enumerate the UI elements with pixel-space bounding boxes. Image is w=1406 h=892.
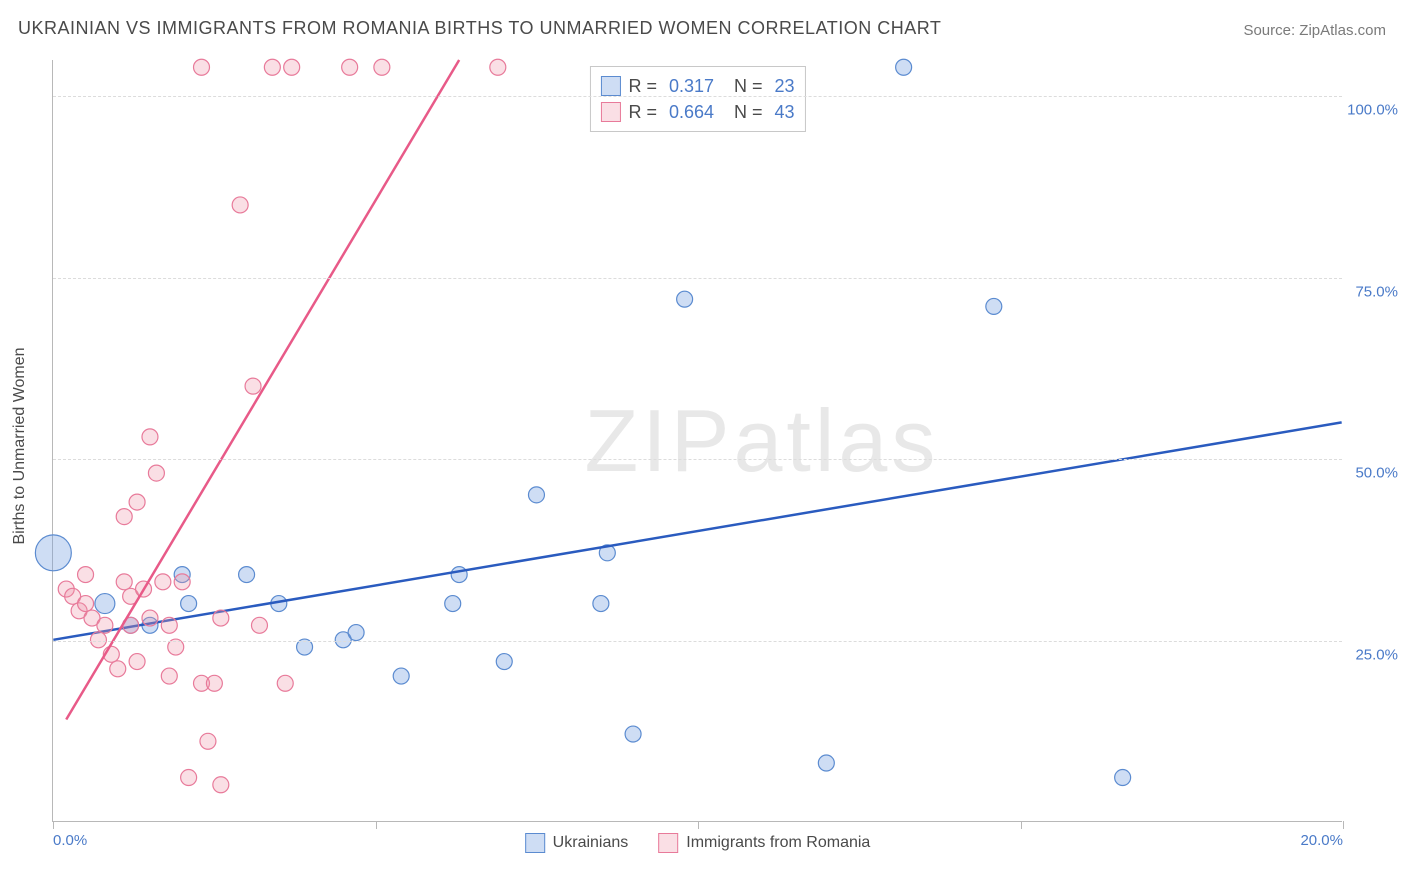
- stats-n-label-1: N =: [734, 99, 763, 125]
- chart-container: UKRAINIAN VS IMMIGRANTS FROM ROMANIA BIR…: [0, 0, 1406, 892]
- legend-item-1: Immigrants from Romania: [658, 833, 870, 853]
- stats-row-1: R = 0.664 N = 43: [600, 99, 794, 125]
- x-tick-label: 20.0%: [1300, 832, 1343, 849]
- scatter-point: [181, 596, 197, 612]
- scatter-point: [116, 509, 132, 525]
- scatter-point: [129, 654, 145, 670]
- y-tick-label: 50.0%: [1342, 465, 1398, 482]
- stats-swatch-0: [600, 76, 620, 96]
- scatter-point: [251, 617, 267, 633]
- scatter-point: [161, 617, 177, 633]
- scatter-point: [677, 291, 693, 307]
- legend-item-0: Ukrainians: [525, 833, 629, 853]
- stats-n-label-0: N =: [734, 73, 763, 99]
- scatter-point: [284, 59, 300, 75]
- stats-box: R = 0.317 N = 23 R = 0.664 N = 43: [589, 66, 805, 132]
- stats-n-1: 43: [775, 99, 795, 125]
- x-tick: [1021, 821, 1022, 829]
- scatter-point: [277, 675, 293, 691]
- scatter-point: [264, 59, 280, 75]
- stats-r-label-0: R =: [628, 73, 657, 99]
- scatter-point: [206, 675, 222, 691]
- scatter-point: [78, 567, 94, 583]
- x-tick: [1343, 821, 1344, 829]
- scatter-point: [593, 596, 609, 612]
- scatter-point: [348, 625, 364, 641]
- stats-r-label-1: R =: [628, 99, 657, 125]
- scatter-point: [245, 378, 261, 394]
- scatter-point: [194, 59, 210, 75]
- scatter-point: [110, 661, 126, 677]
- scatter-point: [174, 574, 190, 590]
- scatter-point: [393, 668, 409, 684]
- scatter-point: [496, 654, 512, 670]
- scatter-point: [1115, 770, 1131, 786]
- scatter-point: [116, 574, 132, 590]
- scatter-point: [213, 610, 229, 626]
- chart-svg: [53, 60, 1342, 821]
- legend-swatch-0: [525, 833, 545, 853]
- chart-title: UKRAINIAN VS IMMIGRANTS FROM ROMANIA BIR…: [18, 18, 941, 39]
- plot-area: ZIPatlas R = 0.317 N = 23 R = 0.664 N = …: [52, 60, 1342, 822]
- x-tick: [376, 821, 377, 829]
- source-label: Source: ZipAtlas.com: [1243, 22, 1386, 39]
- legend-label-0: Ukrainians: [553, 834, 629, 852]
- x-tick-label: 0.0%: [53, 832, 87, 849]
- scatter-point: [78, 596, 94, 612]
- scatter-point: [155, 574, 171, 590]
- scatter-point: [95, 594, 115, 614]
- y-tick-label: 75.0%: [1342, 283, 1398, 300]
- scatter-point: [445, 596, 461, 612]
- stats-n-0: 23: [775, 73, 795, 99]
- gridline: [53, 641, 1342, 642]
- scatter-point: [142, 610, 158, 626]
- scatter-point: [200, 733, 216, 749]
- trend-line: [53, 422, 1341, 639]
- scatter-point: [451, 567, 467, 583]
- scatter-point: [35, 535, 71, 571]
- scatter-point: [97, 617, 113, 633]
- scatter-point: [490, 59, 506, 75]
- stats-r-0: 0.317: [669, 73, 714, 99]
- scatter-point: [986, 298, 1002, 314]
- stats-row-0: R = 0.317 N = 23: [600, 73, 794, 99]
- y-tick-label: 100.0%: [1342, 102, 1398, 119]
- gridline: [53, 278, 1342, 279]
- y-axis-label: Births to Unmarried Women: [11, 347, 29, 544]
- scatter-point: [818, 755, 834, 771]
- stats-r-1: 0.664: [669, 99, 714, 125]
- x-tick: [53, 821, 54, 829]
- scatter-point: [142, 429, 158, 445]
- bottom-legend: Ukrainians Immigrants from Romania: [525, 833, 871, 853]
- scatter-point: [213, 777, 229, 793]
- scatter-point: [232, 197, 248, 213]
- scatter-point: [374, 59, 390, 75]
- scatter-point: [342, 59, 358, 75]
- x-tick: [698, 821, 699, 829]
- scatter-point: [896, 59, 912, 75]
- legend-swatch-1: [658, 833, 678, 853]
- gridline: [53, 459, 1342, 460]
- scatter-point: [148, 465, 164, 481]
- scatter-point: [239, 567, 255, 583]
- scatter-point: [161, 668, 177, 684]
- legend-label-1: Immigrants from Romania: [686, 834, 870, 852]
- scatter-point: [181, 770, 197, 786]
- scatter-point: [528, 487, 544, 503]
- stats-swatch-1: [600, 102, 620, 122]
- gridline: [53, 96, 1342, 97]
- scatter-point: [129, 494, 145, 510]
- scatter-point: [625, 726, 641, 742]
- y-tick-label: 25.0%: [1342, 646, 1398, 663]
